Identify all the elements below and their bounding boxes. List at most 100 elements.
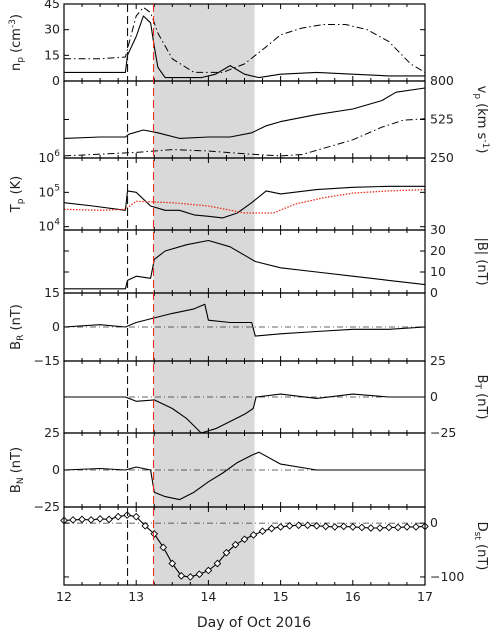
y-tick-label-b-0: 30 [430, 222, 446, 237]
data-point-dst-19 [231, 540, 240, 549]
y-axis-title-tp-part: p [16, 198, 26, 204]
series-line-bt-0 [64, 393, 425, 434]
x-tick-label-1: 13 [128, 589, 144, 604]
data-point-dst-1 [69, 516, 77, 524]
data-point-dst-5 [105, 515, 113, 524]
data-point-dst-9 [141, 521, 150, 530]
data-point-dst-13 [177, 572, 186, 580]
y-axis-title-tp-part: T [9, 204, 24, 213]
x-tick-label-2: 14 [200, 589, 216, 604]
y-axis-title-vp-part: ) [474, 148, 489, 153]
y-axis-title-np-part: ) [9, 14, 24, 19]
y-tick-label-bn-0: 25 [44, 425, 60, 440]
series-line-tp-1 [63, 188, 426, 214]
y-axis-title-br-part: B [9, 341, 24, 350]
y-tick-label-dst-0: 0 [430, 515, 438, 530]
y-axis-title-np-part: n [9, 63, 24, 71]
y-tick-label-tp-0-base: 10 [38, 150, 54, 165]
y-axis-title-np-part: p [16, 57, 26, 63]
y-tick-label-vp-0: 800 [430, 73, 454, 88]
y-axis-title-vp-part: (km s [474, 99, 489, 140]
data-point-dst-6 [114, 512, 122, 521]
data-point-dst-39 [412, 523, 420, 531]
y-axis-title-br: BR (nT) [9, 304, 26, 350]
y-axis-title-np-part: (cm [9, 28, 24, 57]
y-tick-label-b-3: 0 [430, 285, 438, 300]
y-axis-title-bn-part: N [16, 477, 26, 484]
y-tick-label-dst-1: −100 [430, 569, 464, 584]
shaded-interval [153, 4, 255, 585]
y-tick-label-bt-1: 0 [430, 389, 438, 404]
data-point-dst-24 [276, 523, 285, 531]
y-axis-title-np-part: -3 [8, 19, 18, 28]
data-point-dst-27 [303, 521, 312, 530]
y-axis-title-bn-part: (nT) [9, 447, 24, 477]
y-axis-title-group-bt: BT (nT) [472, 375, 489, 420]
markers-layer [126, 4, 155, 585]
data-point-dst-38 [403, 523, 411, 531]
data-point-dst-35 [376, 524, 384, 532]
series-line-vp-0 [63, 87, 426, 139]
y-axis-title-vp-part: p [472, 93, 482, 99]
data-point-dst-18 [222, 548, 231, 557]
data-point-dst-12 [168, 559, 177, 568]
y-axis-title-bn: BN (nT) [9, 447, 26, 493]
data-point-dst-3 [87, 516, 95, 524]
y-tick-label-br-2: −15 [34, 353, 60, 368]
y-tick-label-b-2: 10 [430, 264, 446, 279]
y-tick-label-bt-0: 25 [430, 353, 446, 368]
y-tick-label-b-1: 20 [430, 243, 446, 258]
y-axis-title-dst-part: D [474, 522, 489, 532]
y-axis-title-group-vp: vp (km s-1) [472, 86, 490, 154]
panel-br: 15 0 −15 BR (nT) [9, 285, 426, 368]
y-axis-title-group-bn: BN (nT) [9, 447, 26, 493]
y-tick-label-tp-1-exp: 5 [54, 183, 60, 193]
y-axis-title-group-dst: Dst (nT) [472, 522, 489, 571]
y-axis-title-bt-part: B [474, 375, 489, 384]
series-line-vp-1 [63, 118, 426, 157]
data-point-dst-14 [186, 573, 195, 581]
y-tick-label-tp-1: 105 [38, 183, 60, 199]
y-tick-label-tp-2-base: 10 [38, 219, 54, 234]
y-tick-label-np-3: 0 [52, 73, 60, 88]
data-point-dst-37 [394, 523, 402, 532]
y-tick-label-np-1: 30 [44, 22, 60, 37]
y-axis-title-np: np (cm-3) [8, 14, 26, 71]
y-axis-title-group-br: BR (nT) [9, 304, 26, 350]
y-axis-title-group-tp: Tp (K) [9, 176, 26, 213]
y-tick-label-vp-2: 250 [430, 150, 454, 165]
y-tick-label-tp-1-base: 10 [38, 184, 54, 199]
x-tick-label-4: 16 [345, 589, 361, 604]
data-point-dst-33 [357, 523, 366, 532]
data-point-dst-36 [385, 523, 393, 532]
y-axis-title-br-part: (nT) [9, 304, 24, 334]
y-axis-title-vp-part: v [474, 86, 489, 94]
y-tick-label-br-1: 0 [52, 319, 60, 334]
y-tick-label-tp-0-exp: 6 [54, 149, 60, 159]
data-point-dst-32 [348, 523, 357, 531]
y-tick-label-bn-2: −25 [34, 499, 60, 514]
data-point-dst-20 [240, 535, 249, 544]
y-tick-label-bn-1: 0 [52, 462, 60, 477]
y-axis-title-bt-part: T [472, 382, 482, 389]
data-point-dst-22 [258, 527, 267, 536]
x-axis: 12 13 14 15 16 17 [56, 589, 433, 604]
data-point-dst-8 [132, 512, 141, 521]
data-point-dst-16 [204, 566, 213, 575]
data-point-dst-11 [159, 543, 168, 552]
y-tick-label-np-0: 45 [44, 0, 60, 11]
y-axis-title-b: |B| (nT) [474, 237, 489, 285]
data-point-dst-30 [330, 523, 339, 531]
data-point-dst-17 [213, 559, 222, 568]
series-line-np-0 [64, 15, 425, 79]
data-point-dst-2 [78, 515, 86, 524]
y-axis-title-tp-part: (K) [9, 176, 24, 199]
y-axis-title-group-np: np (cm-3) [8, 14, 26, 71]
y-tick-label-tp-2-exp: 4 [54, 218, 60, 228]
data-point-dst-34 [367, 524, 375, 532]
data-point-dst-26 [294, 521, 303, 530]
y-axis-title-dst: Dst (nT) [472, 522, 489, 571]
